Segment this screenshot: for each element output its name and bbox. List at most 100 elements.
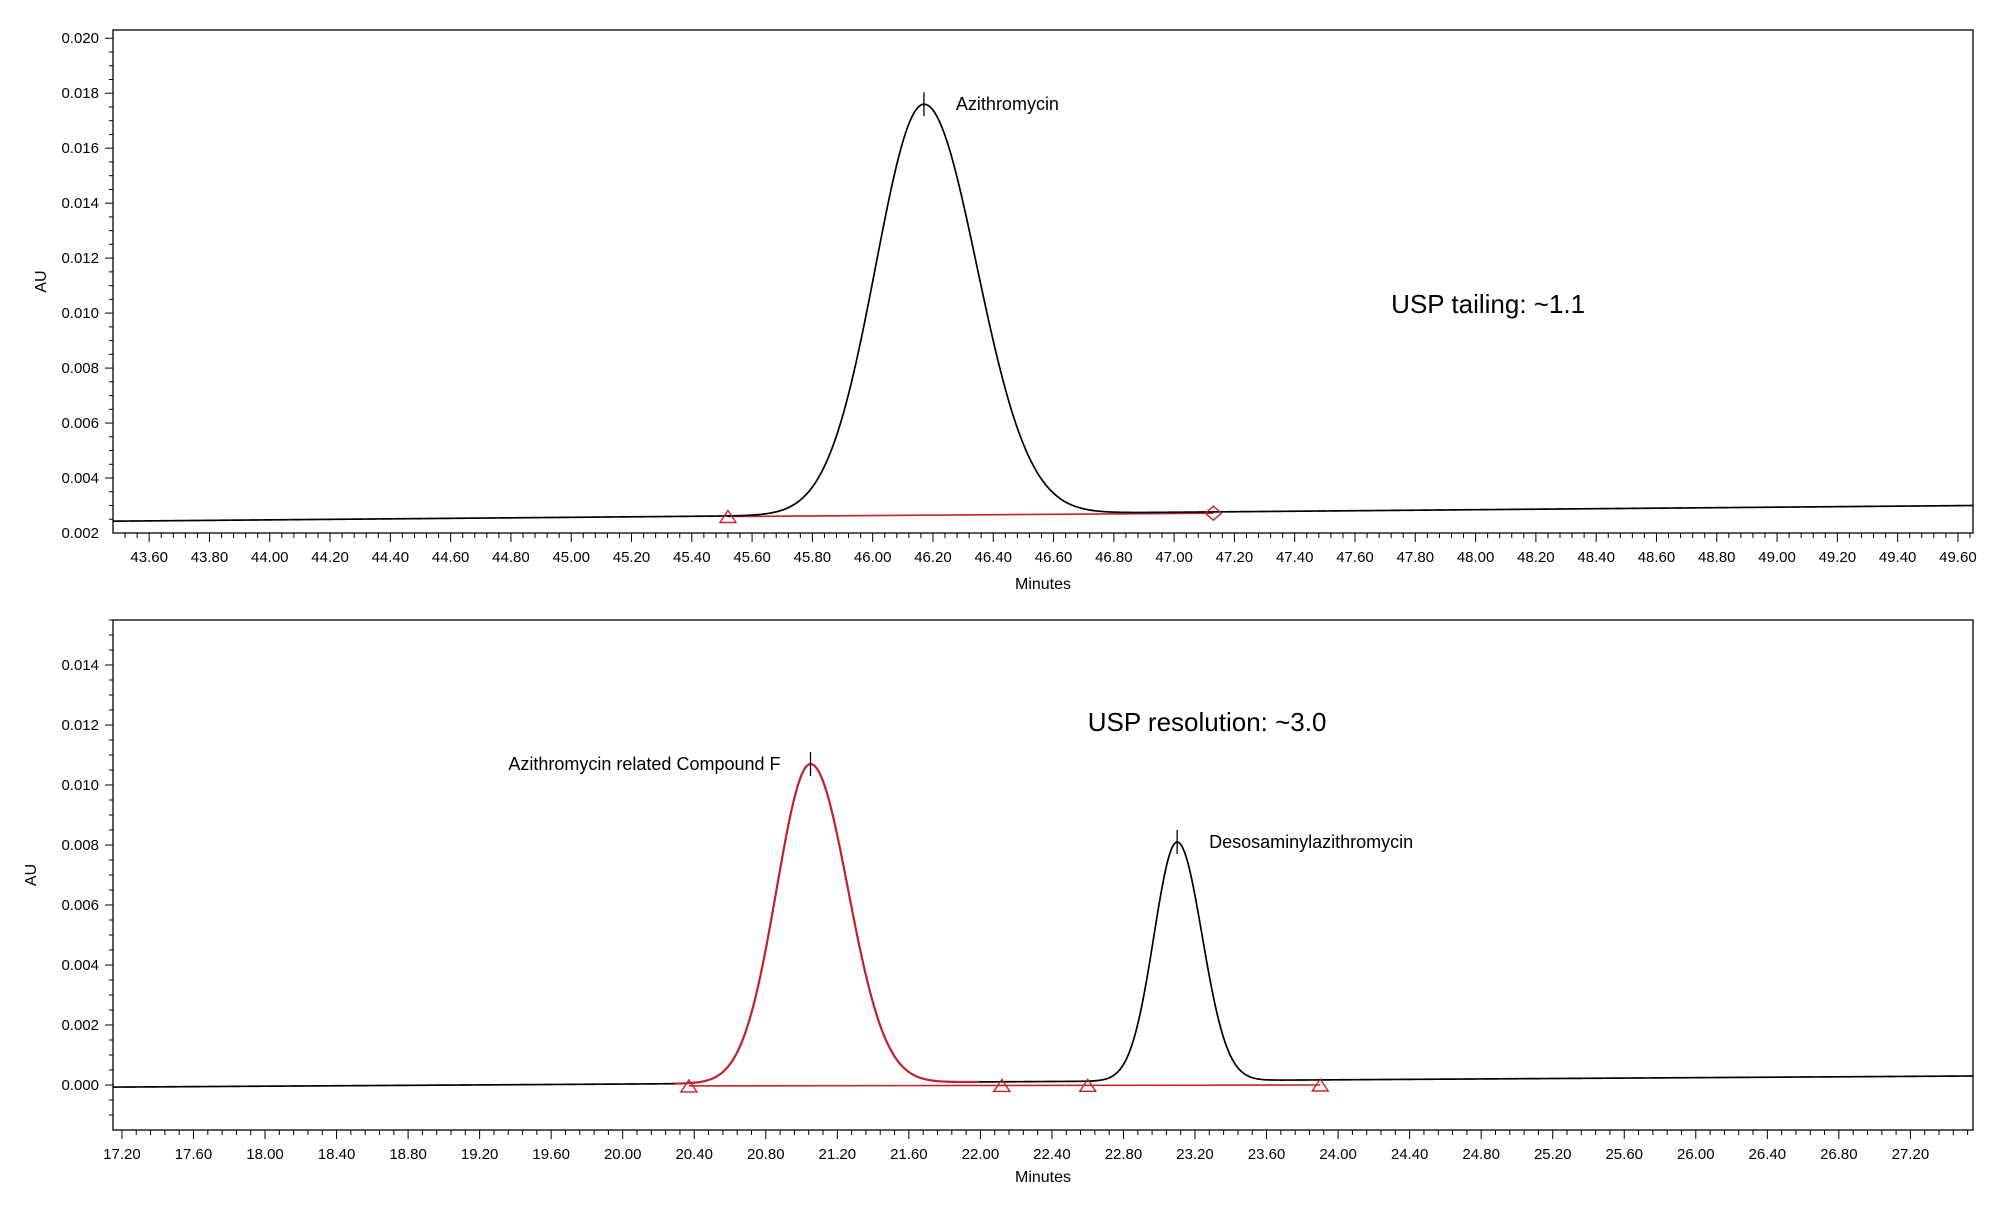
x-tick-label: 26.80: [1820, 1146, 1858, 1163]
x-tick-label: 49.00: [1758, 549, 1796, 566]
y-axis-ticks: 0.002 0.004 0.006 0.008 0.010 0.012 0.014 0.016…: [61, 30, 113, 542]
integration-start-marker: [718, 509, 738, 524]
x-tick-label: 20.40: [675, 1146, 713, 1163]
x-tick-label: 44.00: [251, 549, 289, 566]
x-tick-label: 19.20: [461, 1146, 499, 1163]
x-tick-label: 43.80: [191, 549, 229, 566]
chromatogram-trace: [112, 103, 1974, 523]
x-tick-label: 47.00: [1155, 549, 1193, 566]
x-tick-label: 18.40: [318, 1146, 356, 1163]
y-tick-label: 0.014: [61, 195, 99, 212]
x-tick-label: 45.60: [733, 549, 771, 566]
peak-label: Desosaminylazithromycin: [1209, 832, 1413, 852]
x-tick-label: 46.00: [854, 549, 892, 566]
x-tick-label: 46.80: [1095, 549, 1133, 566]
x-tick-label: 23.60: [1248, 1146, 1286, 1163]
x-tick-label: 19.60: [532, 1146, 570, 1163]
x-tick-label: 25.60: [1605, 1146, 1643, 1163]
y-tick-label: 0.010: [61, 777, 99, 794]
x-tick-label: 49.40: [1879, 549, 1917, 566]
highlighted-peak-trace: [674, 762, 980, 1085]
x-tick-label: 26.40: [1749, 1146, 1787, 1163]
usp-tailing-annotation: USP tailing: ~1.1: [1391, 289, 1585, 319]
x-tick-label: 48.20: [1517, 549, 1555, 566]
y-tick-label: 0.012: [61, 717, 99, 734]
integration-start-marker: [1078, 1078, 1098, 1093]
x-tick-label: 44.20: [311, 549, 349, 566]
x-tick-label: 47.60: [1336, 549, 1374, 566]
y-tick-label: 0.006: [61, 897, 99, 914]
x-tick-label: 21.20: [819, 1146, 857, 1163]
x-tick-label: 46.40: [974, 549, 1012, 566]
usp-resolution-annotation: USP resolution: ~3.0: [1088, 707, 1327, 737]
plot-frame: [112, 619, 1974, 1131]
x-tick-label: 49.20: [1819, 549, 1857, 566]
x-axis-ticks: 43.60 43.80 44.00 44.20 44.40 44.60 44.80 45.00…: [124, 533, 1977, 566]
y-tick-label: 0.018: [61, 85, 99, 102]
x-axis-title: Minutes: [1015, 576, 1071, 593]
integration-start-marker: [992, 1078, 1012, 1093]
x-tick-label: 45.40: [673, 549, 711, 566]
x-tick-label: 22.80: [1105, 1146, 1143, 1163]
x-tick-label: 49.60: [1939, 549, 1977, 566]
x-tick-label: 48.40: [1577, 549, 1615, 566]
y-tick-label: 0.000: [61, 1077, 99, 1094]
y-axis-title: AU: [33, 270, 50, 292]
integration-baseline: [688, 1084, 1321, 1087]
y-tick-label: 0.020: [61, 30, 99, 47]
y-tick-label: 0.002: [61, 525, 99, 542]
x-tick-label: 45.80: [794, 549, 832, 566]
x-axis-title: Minutes: [1015, 1169, 1071, 1186]
x-tick-label: 43.60: [130, 549, 168, 566]
x-tick-label: 45.20: [613, 549, 651, 566]
y-axis-title: AU: [23, 864, 40, 886]
x-tick-label: 44.80: [492, 549, 530, 566]
x-tick-label: 47.40: [1276, 549, 1314, 566]
peak-label: Azithromycin related Compound F: [508, 754, 780, 774]
x-tick-label: 20.00: [604, 1146, 642, 1163]
x-tick-label: 46.20: [914, 549, 952, 566]
y-tick-label: 0.006: [61, 415, 99, 432]
x-tick-label: 24.40: [1391, 1146, 1429, 1163]
x-tick-label: 44.40: [372, 549, 410, 566]
x-tick-label: 17.60: [175, 1146, 213, 1163]
x-tick-label: 22.00: [962, 1146, 1000, 1163]
x-tick-label: 46.60: [1035, 549, 1073, 566]
x-tick-label: 48.80: [1698, 549, 1736, 566]
y-tick-label: 0.016: [61, 140, 99, 157]
x-tick-label: 20.80: [747, 1146, 785, 1163]
chromatogram-panel-top: 43.60 43.80 44.00 44.20 44.40 44.60 44.80 45.00…: [33, 29, 1977, 593]
y-tick-label: 0.004: [61, 470, 99, 487]
x-tick-label: 21.60: [890, 1146, 928, 1163]
x-tick-label: 48.60: [1638, 549, 1676, 566]
integration-start-marker: [1310, 1077, 1330, 1092]
peak-label: Azithromycin: [956, 94, 1059, 114]
x-tick-label: 47.80: [1397, 549, 1435, 566]
x-tick-label: 25.20: [1534, 1146, 1572, 1163]
x-tick-label: 44.60: [432, 549, 470, 566]
x-tick-label: 24.80: [1462, 1146, 1500, 1163]
x-tick-label: 47.20: [1216, 549, 1254, 566]
x-tick-label: 24.00: [1319, 1146, 1357, 1163]
integration-baseline: [727, 512, 1214, 518]
x-tick-label: 26.00: [1677, 1146, 1715, 1163]
y-tick-label: 0.008: [61, 360, 99, 377]
y-tick-label: 0.004: [61, 957, 99, 974]
x-tick-label: 18.00: [246, 1146, 284, 1163]
chromatogram-trace: [112, 763, 1974, 1088]
plot-frame: [112, 29, 1974, 534]
integration-start-marker: [679, 1078, 699, 1093]
x-axis-ticks: 17.20 17.60 18.00 18.40 18.80 19.20 19.60 20.00…: [103, 1130, 1969, 1163]
x-tick-label: 22.40: [1033, 1146, 1071, 1163]
x-tick-label: 45.00: [552, 549, 590, 566]
y-tick-label: 0.010: [61, 305, 99, 322]
x-tick-label: 23.20: [1176, 1146, 1214, 1163]
x-tick-label: 17.20: [103, 1146, 141, 1163]
x-tick-label: 18.80: [389, 1146, 427, 1163]
x-tick-label: 27.20: [1892, 1146, 1930, 1163]
integration-end-marker: [1204, 505, 1223, 522]
x-tick-label: 48.00: [1457, 549, 1495, 566]
y-tick-label: 0.002: [61, 1017, 99, 1034]
y-tick-label: 0.008: [61, 837, 99, 854]
